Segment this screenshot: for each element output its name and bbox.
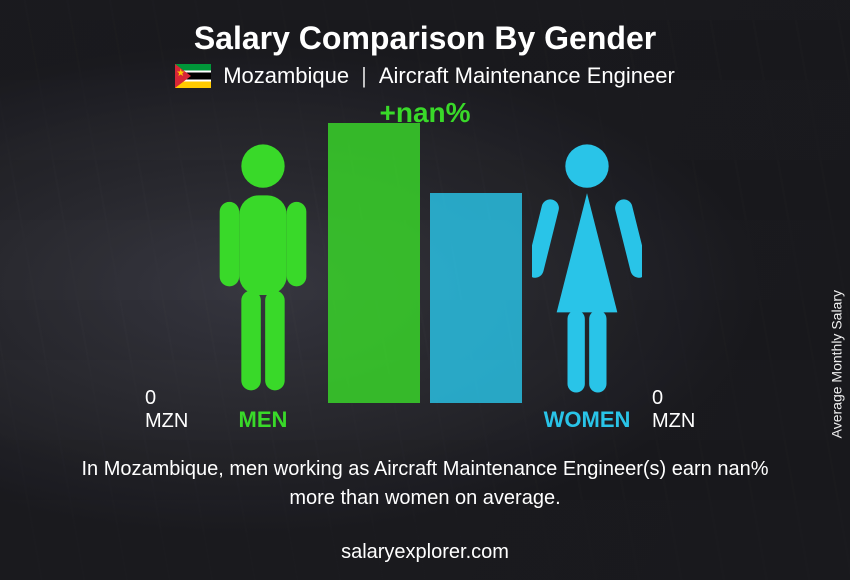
caption-text: In Mozambique, men working as Aircraft M… bbox=[65, 455, 785, 513]
women-value: 0 MZN bbox=[652, 387, 705, 433]
gender-bar-chart: +nan% 0 MZN MEN bbox=[145, 103, 705, 433]
women-icon-col: WOMEN bbox=[532, 139, 642, 433]
page-title: Salary Comparison By Gender bbox=[194, 20, 656, 57]
footer-source: salaryexplorer.com bbox=[0, 541, 850, 564]
subtitle-row: Mozambique | Aircraft Maintenance Engine… bbox=[175, 63, 675, 89]
women-value-col: 0 MZN bbox=[652, 379, 705, 433]
men-icon-col: MEN bbox=[208, 139, 318, 433]
women-label: WOMEN bbox=[544, 407, 631, 433]
men-bar bbox=[328, 123, 420, 403]
men-bar-col bbox=[328, 123, 420, 433]
woman-icon bbox=[532, 139, 642, 399]
y-axis-label: Average Monthly Salary bbox=[828, 290, 844, 438]
women-bar-col bbox=[430, 193, 522, 433]
subtitle-divider: | bbox=[361, 63, 367, 89]
men-value-col: 0 MZN bbox=[145, 379, 198, 433]
men-label: MEN bbox=[239, 407, 288, 433]
women-bar bbox=[430, 193, 522, 403]
country-label: Mozambique bbox=[223, 63, 349, 89]
men-value: 0 MZN bbox=[145, 387, 198, 433]
man-icon bbox=[208, 139, 318, 399]
content-container: Salary Comparison By Gender Mozambique |… bbox=[0, 0, 850, 580]
mozambique-flag-icon bbox=[175, 64, 211, 88]
job-label: Aircraft Maintenance Engineer bbox=[379, 63, 675, 89]
